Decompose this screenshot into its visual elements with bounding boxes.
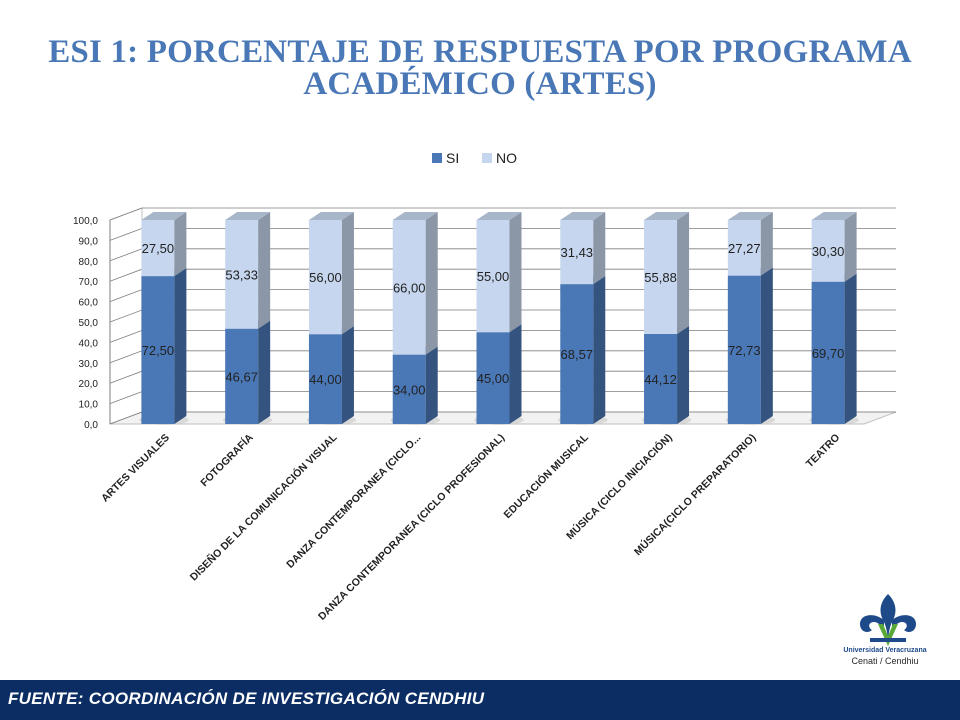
data-label-si: 72,50 — [142, 343, 175, 358]
fleur-de-lis-icon — [816, 590, 960, 650]
legend-label: NO — [496, 150, 517, 166]
bar-no-side — [593, 212, 605, 284]
y-tick-label: 30,0 — [79, 359, 99, 370]
category-label: FOTOGRAFÍA — [198, 431, 256, 489]
y-tick-label: 10,0 — [79, 400, 99, 411]
bar-no-side — [258, 212, 270, 329]
y-tick-label: 40,0 — [79, 338, 99, 349]
data-label-si: 45,00 — [477, 371, 510, 386]
stacked-bar-chart: 0,0 10,0 20,0 30,0 40,0 50,0 60,0 70,0 80,0 90,0 1… — [0, 0, 960, 670]
data-label-no: 27,50 — [142, 241, 175, 256]
bar-no-side — [510, 212, 522, 332]
y-tick-label: 50,0 — [79, 318, 99, 329]
y-tick-label: 60,0 — [79, 298, 99, 309]
bar-no-side — [761, 212, 773, 276]
data-label-no: 56,00 — [309, 270, 342, 285]
bar-si-side — [510, 324, 522, 424]
bar-no-side — [677, 212, 689, 334]
bar-no-side — [174, 212, 186, 276]
data-label-si: 44,00 — [309, 372, 342, 387]
bar-si-side — [174, 268, 186, 424]
data-label-no: 55,88 — [644, 270, 677, 285]
data-label-no: 30,30 — [812, 244, 845, 259]
category-label: DANZA CONTEMPORANEA (CICLO PROFESIONAL) — [316, 432, 507, 623]
y-tick-label: 80,0 — [79, 257, 99, 268]
data-label-no: 27,27 — [728, 241, 761, 256]
data-label-si: 46,67 — [225, 369, 258, 384]
bar-si-side — [845, 274, 857, 424]
category-label: TEATRO — [804, 432, 842, 470]
category-label: DISEÑO DE LA COMUNICACIÓN VISUAL — [187, 431, 340, 584]
y-tick-label: 20,0 — [79, 379, 99, 390]
bar-no-side — [342, 212, 354, 334]
data-label-no: 55,00 — [477, 269, 510, 284]
y-tick-label: 0,0 — [84, 420, 98, 431]
data-label-si: 69,70 — [812, 346, 845, 361]
category-label: EDUCACIÓN MUSICAL — [501, 431, 591, 521]
legend-label: SI — [446, 150, 459, 166]
bar-si-side — [677, 326, 689, 424]
footer-source-text: FUENTE: COORDINACIÓN DE INVESTIGACIÓN CE… — [8, 689, 484, 709]
logo-university-name: Universidad Veracruzana — [830, 647, 940, 654]
data-label-no: 66,00 — [393, 280, 426, 295]
footer-bar: FUENTE: COORDINACIÓN DE INVESTIGACIÓN CE… — [0, 680, 960, 720]
y-tick-label: 100,0 — [73, 216, 98, 227]
category-label: DANZA CONTEMPORANEA (CICLO... — [284, 432, 423, 571]
university-logo: Universidad Veracruzana Cenati / Cendhiu — [816, 590, 960, 682]
category-label: ARTES VISUALES — [99, 432, 172, 505]
data-label-no: 31,43 — [561, 245, 594, 260]
data-label-si: 68,57 — [561, 347, 594, 362]
bar-si-side — [593, 276, 605, 424]
data-label-si: 44,12 — [644, 372, 677, 387]
data-label-si: 72,73 — [728, 343, 761, 358]
logo-caption: Cenati / Cendhiu — [830, 656, 940, 666]
data-label-si: 34,00 — [393, 382, 426, 397]
bar-si-side — [342, 326, 354, 424]
bar-si-side — [761, 268, 773, 424]
legend-swatch — [432, 153, 442, 163]
bar-no-side — [845, 212, 857, 282]
bar-si-side — [426, 347, 438, 424]
data-label-no: 53,33 — [225, 267, 258, 282]
y-tick-label: 70,0 — [79, 277, 99, 288]
bar-no-side — [426, 212, 438, 355]
bar-si-side — [258, 321, 270, 424]
y-tick-label: 90,0 — [79, 236, 99, 247]
legend-swatch — [482, 153, 492, 163]
